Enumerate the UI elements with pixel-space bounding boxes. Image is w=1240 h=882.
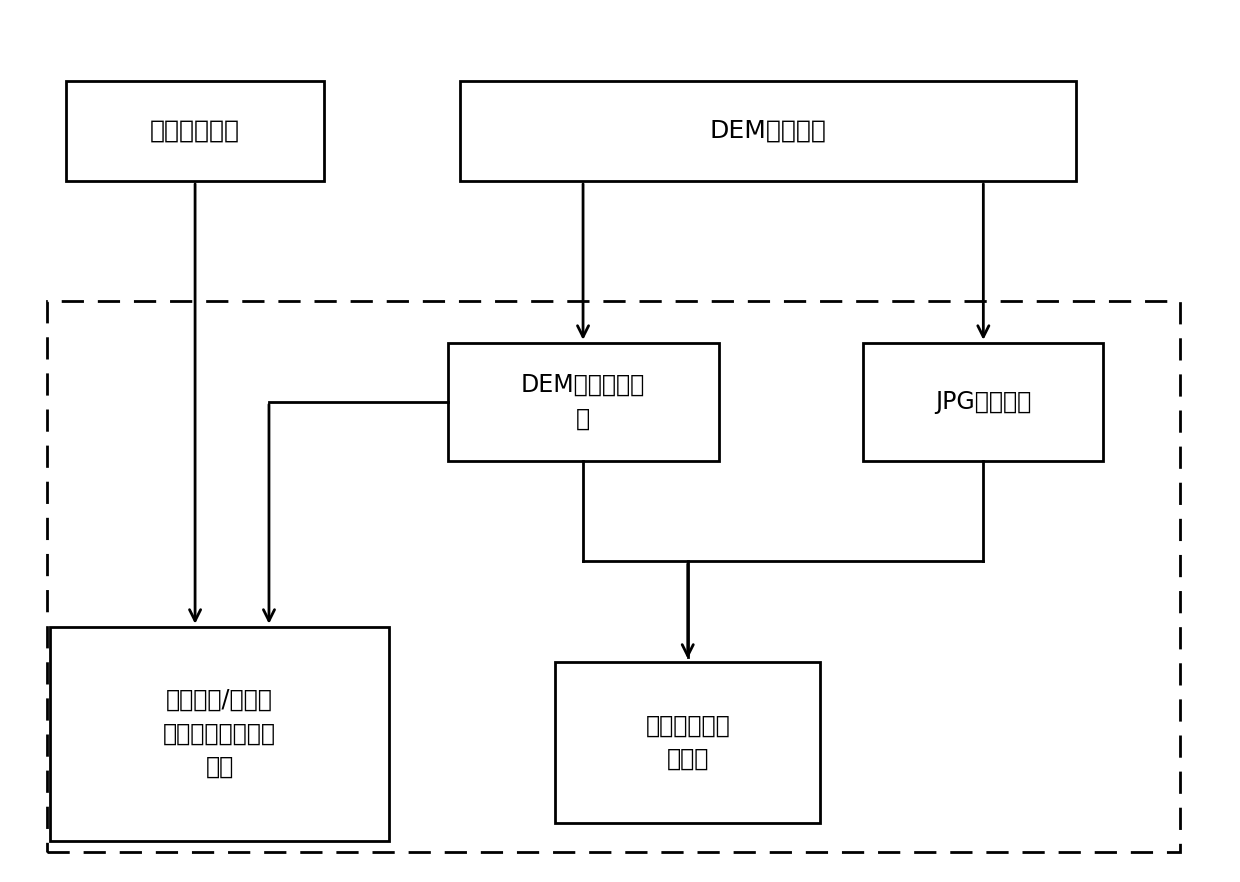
- Bar: [863, 343, 1104, 460]
- Bar: [51, 626, 389, 841]
- Bar: [460, 80, 1076, 181]
- Text: 导航系统/伪卫星
场地混合仿真分析
模块: 导航系统/伪卫星 场地混合仿真分析 模块: [164, 688, 277, 779]
- Text: DEM坐标转换模
块: DEM坐标转换模 块: [521, 373, 645, 430]
- Bar: [448, 343, 718, 460]
- Text: 伪卫星场地仿
真模块: 伪卫星场地仿 真模块: [645, 714, 730, 771]
- Bar: [66, 80, 325, 181]
- Text: JPG处理模块: JPG处理模块: [935, 390, 1032, 414]
- Text: DEM原始数据: DEM原始数据: [709, 119, 826, 143]
- Text: 导航卫星历书: 导航卫星历书: [150, 119, 241, 143]
- Bar: [47, 302, 1180, 852]
- Bar: [556, 662, 820, 823]
